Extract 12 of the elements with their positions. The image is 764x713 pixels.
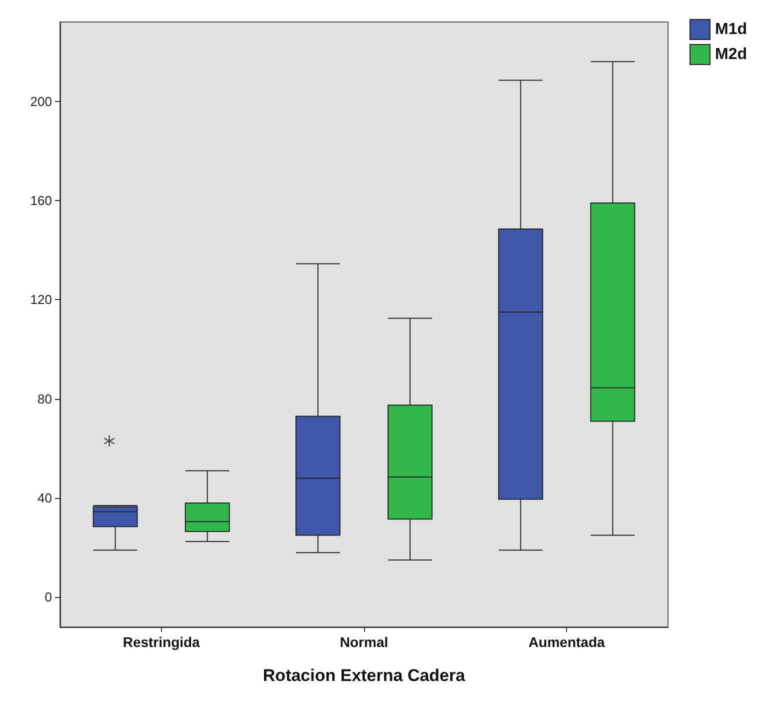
y-tick-label: 40 [38, 490, 52, 506]
y-tick-label: 160 [30, 193, 52, 208]
y-tick-label: 0 [44, 590, 52, 605]
x-axis-title: Rotacion Externa Cadera [262, 666, 466, 685]
x-tick-label: Normal [340, 634, 388, 650]
x-tick-label: Restringida [122, 634, 200, 650]
y-tick-label: 80 [38, 391, 52, 406]
y-tick-label: 120 [30, 292, 52, 308]
legend-label: M2d [715, 46, 747, 63]
x-tick-label: Aumentada [528, 634, 605, 650]
y-tick-label: 200 [30, 94, 52, 109]
legend-label: M1d [715, 21, 747, 38]
